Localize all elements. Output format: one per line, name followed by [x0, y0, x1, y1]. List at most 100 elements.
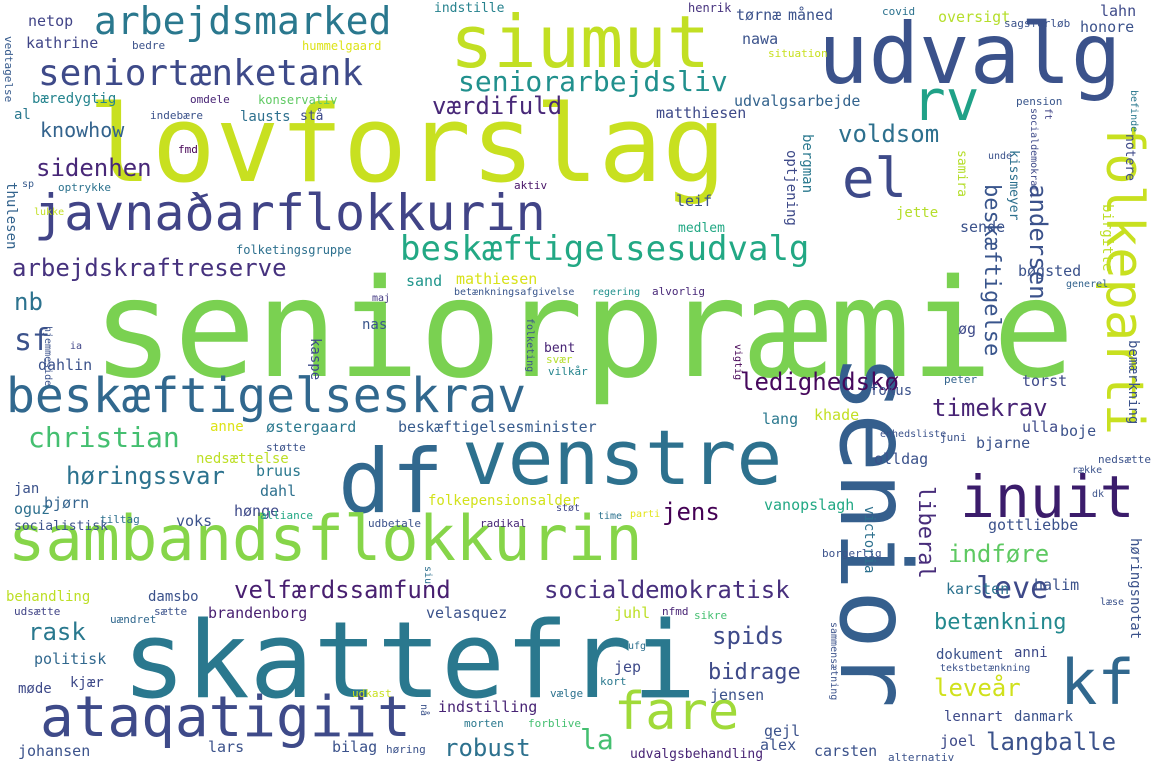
word-ataqatigiit: ataqatigiit: [40, 685, 411, 750]
word-victoria: victoria: [861, 506, 877, 574]
word-indfoere: indføre: [948, 540, 1050, 568]
word-karsten: karsten: [946, 580, 1010, 598]
word-sikre: sikre: [694, 609, 728, 622]
word-oestergaard: østergaard: [266, 418, 357, 436]
word-aktiv: aktiv: [514, 179, 548, 192]
word-forblive: forblive: [528, 717, 581, 730]
word-ulla: ulla: [1022, 418, 1059, 436]
word-vilkaar: vilkår: [548, 365, 588, 378]
word-nb: nb: [14, 288, 43, 316]
word-staa: stå: [300, 109, 324, 124]
word-df: df: [338, 430, 444, 533]
word-alvorlig: alvorlig: [652, 285, 705, 298]
word-olldag: olldag: [874, 450, 929, 468]
word-udvalg: udvalg: [818, 5, 1122, 103]
word-jens: jens: [662, 498, 720, 526]
word-siumut: siumut: [450, 0, 711, 84]
word-bjarne: bjarne: [976, 434, 1031, 452]
word-ledighedsko: ledighedskø: [740, 368, 899, 396]
word-politisk: politisk: [34, 650, 107, 668]
word-ia: ia: [70, 341, 83, 352]
word-lang: lang: [762, 410, 799, 428]
word-timekrav: timekrav: [932, 394, 1048, 422]
word-betaenkning: betænkning: [934, 610, 1067, 635]
word-anni: anni: [1014, 645, 1048, 661]
word-generel: generel: [1066, 279, 1109, 290]
word-nfmd: nfmd: [662, 605, 689, 618]
word-spids: spids: [712, 622, 785, 650]
word-arbejdsmarked: arbejdsmarked: [94, 0, 392, 43]
word-andersen: andersen: [1024, 184, 1052, 300]
word-alliance: alliance: [260, 509, 313, 522]
word-jensen: jensen: [710, 686, 765, 704]
word-tekstbetaenkning: tekstbetænkning: [940, 663, 1031, 674]
word-regering: regering: [592, 287, 641, 298]
word-socialdemokrati: socialdemokrati: [1028, 108, 1039, 199]
word-oguz: oguz: [14, 500, 51, 518]
word-radikal: radikal: [480, 517, 527, 530]
word-lausts: lausts: [240, 109, 291, 125]
word-udsaette: udsætte: [14, 605, 61, 618]
word-jette: jette: [896, 205, 939, 221]
word-el: el: [842, 147, 908, 210]
word-covid: covid: [882, 5, 916, 18]
word-sand: sand: [406, 272, 443, 290]
word-beskaeftigelsesudvalg: beskæftigelsesudvalg: [400, 229, 810, 269]
word-moede: møde: [18, 681, 52, 697]
word-samira: samira: [954, 150, 969, 197]
word-hummelgaard: hummelgaard: [302, 39, 382, 53]
word-skattefri: skattefri: [122, 599, 697, 722]
word-toernae: tørnæ: [736, 6, 782, 24]
word-tiltag: tiltag: [100, 513, 140, 526]
word-fmd: fmd: [178, 143, 198, 156]
word-udvalgsbehandling: udvalgsbehandling: [630, 747, 764, 762]
word-damsbo: damsbo: [148, 589, 199, 605]
word-sammensaetning: sammensætning: [828, 622, 839, 701]
word-leif: leif: [676, 192, 713, 210]
word-indstilling: indstilling: [438, 698, 538, 716]
word-danmark: danmark: [1014, 709, 1074, 725]
word-venstre: venstre: [462, 413, 783, 502]
word-og: øg: [958, 320, 977, 338]
word-halim: halim: [1034, 576, 1080, 594]
word-seniorpraemie: seniorpræmie: [92, 251, 1075, 409]
word-ufg: ufg: [628, 641, 647, 652]
word-socialdemokratisk: socialdemokratisk: [544, 576, 790, 604]
word-alternativ: alternativ: [888, 751, 955, 764]
word-bilag: bilag: [332, 738, 378, 756]
word-seniorarbejdsliv: seniorarbejdsliv: [458, 65, 728, 98]
word-notere: notere: [1122, 134, 1137, 181]
word-arbejdskraftreserve: arbejdskraftreserve: [12, 254, 287, 282]
word-bruus: bruus: [256, 462, 302, 480]
word-boje: boje: [1060, 422, 1097, 440]
word-baeredygtig: bæredygtig: [32, 91, 117, 107]
word-henrik: henrik: [688, 1, 732, 15]
word-matthiesen: matthiesen: [656, 104, 747, 122]
word-thulesen: thulesen: [3, 182, 19, 250]
word-voks: voks: [176, 512, 213, 530]
word-time: time: [598, 511, 623, 522]
word-fare: fare: [614, 682, 740, 742]
word-mathiesen: mathiesen: [456, 270, 538, 288]
word-gottliebbe: gottliebbe: [988, 516, 1079, 534]
word-voldsom: voldsom: [838, 120, 940, 148]
word-hoeringsnotat: høringsnotat: [1127, 538, 1143, 640]
word-parti: parti: [630, 509, 661, 520]
word-hoering: høring: [386, 743, 426, 756]
word-sende: sende: [960, 218, 1006, 236]
word-betaenkningsafgivelse: betænkningsafgivelse: [454, 287, 575, 298]
word-jan: jan: [14, 481, 40, 497]
word-saette: sætte: [154, 605, 188, 618]
word-befinde: befinde: [1128, 90, 1139, 133]
word-anne: anne: [210, 419, 244, 435]
word-horingssvar: høringssvar: [66, 462, 225, 490]
word-vedtagelse: vedtagelse: [2, 36, 15, 103]
word-la: la: [580, 723, 614, 756]
word-ft: ft: [1042, 108, 1053, 121]
word-sambandsflokkurin: sambandsflokkurin: [8, 502, 643, 575]
word-kort: kort: [600, 675, 627, 688]
word-optjening: optjening: [783, 150, 799, 226]
word-seniortaenketank: seniortænketank: [38, 53, 364, 94]
word-medlem: medlem: [678, 221, 725, 236]
word-maaned: måned: [788, 6, 834, 24]
